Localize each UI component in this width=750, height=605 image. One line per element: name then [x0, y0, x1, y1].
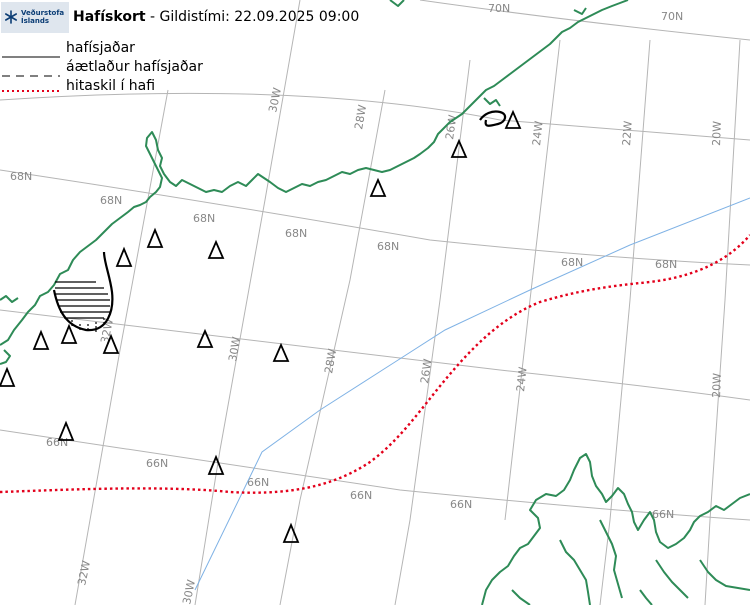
sea-ice-area — [52, 110, 507, 332]
logo-text: Veðurstofa Íslands — [21, 9, 65, 25]
chart-header: Veðurstofa Íslands Hafískort - Gildistím… — [0, 0, 359, 34]
lon-label: 20W — [710, 121, 724, 146]
iceberg-icon — [450, 138, 468, 158]
ocean-front-line — [0, 234, 750, 494]
legend-item: hafísjaðar — [2, 38, 203, 57]
ice-edge-line — [52, 251, 114, 332]
legend-item: áætlaður hafísjaðar — [2, 57, 203, 76]
ship-track-line — [194, 197, 750, 591]
lon-label: 24W — [530, 120, 546, 146]
lon-label: 30W — [266, 86, 284, 113]
lat-label: 68N — [193, 212, 215, 225]
lon-label: 28W — [352, 104, 369, 131]
iceberg-icon — [207, 454, 225, 475]
lat-label: 68N — [377, 240, 399, 253]
lon-label: 28W — [322, 348, 339, 375]
iceberg-icon — [282, 522, 300, 543]
legend-dashed-line — [2, 62, 60, 76]
snowflake-icon — [4, 10, 17, 24]
lat-label: 68N — [100, 194, 122, 207]
lat-label: 66N — [247, 476, 269, 489]
legend-item: hitaskil í hafi — [2, 76, 203, 95]
lon-label: 24W — [514, 366, 530, 392]
iceberg-icon — [115, 246, 133, 267]
lat-label: 70N — [661, 10, 683, 23]
legend-solid-line — [2, 43, 60, 57]
ice-edge-line-north — [479, 110, 507, 127]
lat-label: 66N — [46, 436, 68, 449]
legend-dotted-line — [2, 81, 60, 92]
lat-label: 70N — [488, 2, 510, 15]
legend-label: áætlaður hafísjaðar — [66, 58, 203, 75]
ice-hatching — [55, 281, 110, 332]
lon-label: 26W — [443, 114, 459, 141]
grid-labels: 70N 70N 68N 68N 68N 68N 68N 68N 68N 66N … — [10, 2, 724, 605]
lat-label: 68N — [285, 227, 307, 240]
iceberg-icon — [272, 342, 290, 362]
iceberg-icon — [196, 328, 214, 348]
lon-label: 30W — [180, 578, 198, 605]
lon-label: 30W — [226, 336, 243, 363]
chart-title-validity: - Gildistími: 22.09.2025 09:00 — [145, 9, 360, 25]
iceberg-icon — [369, 177, 387, 197]
longitude-grid — [74, 0, 741, 605]
iceberg-icon — [57, 420, 75, 441]
lon-label: 26W — [418, 358, 434, 385]
iceberg-icon — [102, 333, 120, 354]
lat-label: 66N — [652, 508, 674, 521]
legend: hafísjaðar áætlaður hafísjaðar hitaskil … — [2, 38, 203, 95]
lat-label: 66N — [350, 489, 372, 502]
lat-label: 68N — [561, 256, 583, 269]
lat-label: 68N — [655, 258, 677, 271]
iceberg-icon — [504, 109, 522, 129]
iceberg-icon — [0, 366, 16, 387]
chart-title-bold: Hafískort — [73, 9, 146, 25]
latitude-grid — [0, 0, 750, 521]
legend-label: hafísjaðar — [66, 39, 135, 56]
greenland-coastline — [0, 0, 629, 365]
iceberg-markers — [0, 109, 522, 543]
iceberg-icon — [60, 323, 78, 344]
iceberg-icon — [32, 329, 50, 350]
legend-label: hitaskil í hafi — [66, 77, 156, 94]
met-office-logo: Veðurstofa Íslands — [1, 1, 69, 33]
iceberg-icon — [146, 227, 164, 248]
iceberg-icon — [207, 239, 225, 259]
chart-title: Hafískort - Gildistími: 22.09.2025 09:00 — [73, 9, 359, 25]
lat-label: 66N — [146, 457, 168, 470]
iceland-coastline — [481, 453, 750, 605]
lat-label: 68N — [10, 170, 32, 183]
lat-label: 66N — [450, 498, 472, 511]
lon-label: 20W — [710, 373, 724, 398]
lon-label: 22W — [620, 120, 635, 146]
lon-label: 32W — [75, 559, 93, 586]
